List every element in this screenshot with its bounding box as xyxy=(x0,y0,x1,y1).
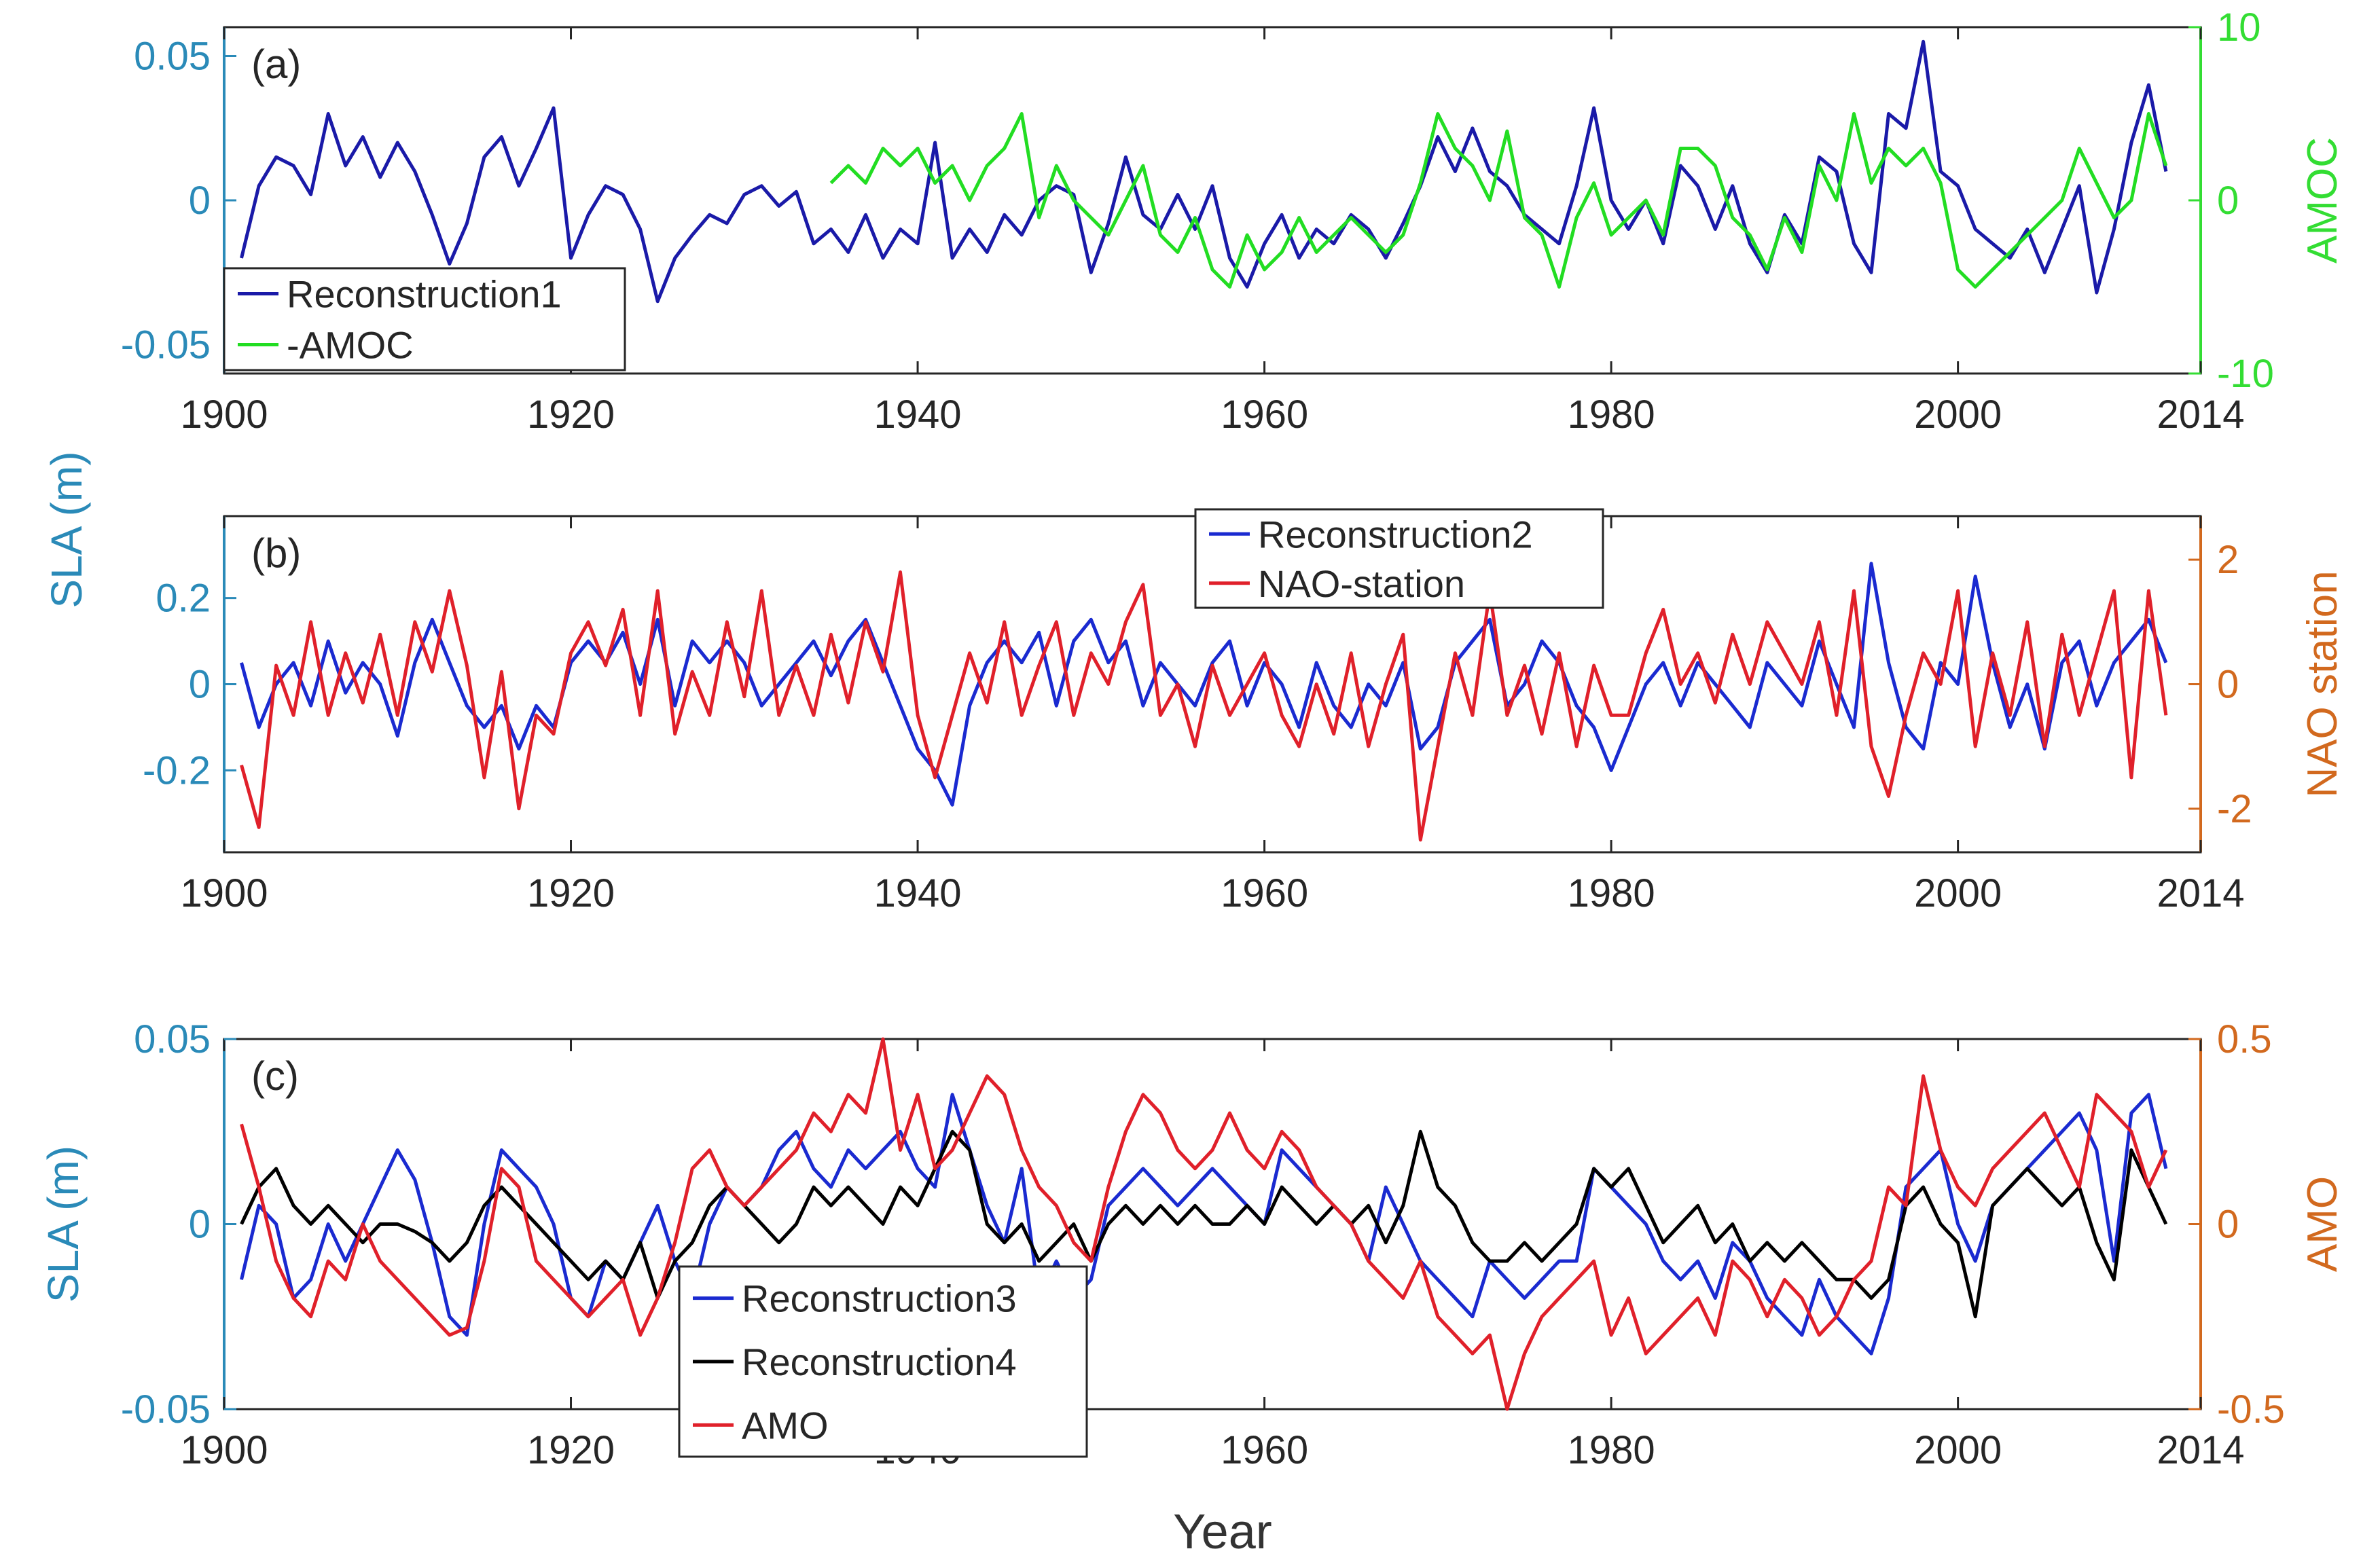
x-tick-label: 1980 xyxy=(1568,871,1655,915)
x-tick-label: 1960 xyxy=(1221,1428,1308,1472)
legend-box xyxy=(1194,508,1604,609)
legend-label: Reconstruction3 xyxy=(742,1277,1017,1320)
x-axis-label: Year xyxy=(1173,1505,1272,1559)
legend-label: Reconstruction1 xyxy=(287,273,562,316)
legend: Reconstruction1 -AMOC xyxy=(223,267,626,371)
y-right-axis-label: NAO station xyxy=(2299,570,2346,797)
x-tick-label: 1980 xyxy=(1568,1428,1655,1472)
x-tick-label: 1900 xyxy=(180,393,268,437)
legend: Reconstruction2 NAO-station xyxy=(1194,508,1604,609)
y-left-axis-label: SLA (m) xyxy=(39,1146,88,1303)
chart-panel-2: 1900 1920 1940 1960 1980 2000 2014 -0.2 0 0.2 -2 0 2… xyxy=(143,508,2346,915)
panel-label: (a) xyxy=(251,41,301,87)
x-tick-label: 1960 xyxy=(1221,871,1308,915)
chart-panel-1: 1900 1920 1940 1960 1980 2000 2014 -0.05 0 0.05 -1… xyxy=(121,5,2346,437)
legend-label: Reconstruction4 xyxy=(742,1341,1017,1383)
x-tick-label: 1900 xyxy=(180,1428,268,1472)
panel-label: (c) xyxy=(251,1053,299,1099)
x-tick-label: 1900 xyxy=(180,871,268,915)
x-tick-label: 2000 xyxy=(1914,1428,2002,1472)
y-left-tick-label: 0 xyxy=(189,1203,211,1247)
legend-label: -AMOC xyxy=(287,324,414,367)
shared-ylabel: SLA (m) xyxy=(42,451,91,608)
panels-layer: 1900 1920 1940 1960 1980 2000 2014-0.0500.05-1… xyxy=(39,5,2346,1472)
legend-label: AMO xyxy=(742,1404,829,1446)
y-left-tick-label: 0 xyxy=(189,179,211,223)
x-tick-label: 1940 xyxy=(874,393,962,437)
series-line-reconstruction1 xyxy=(240,39,2168,304)
y-right-tick-label: 0 xyxy=(2217,179,2239,223)
y-right-tick-label: -2 xyxy=(2217,787,2252,831)
panel-label: (b) xyxy=(251,530,301,576)
y-left-tick-label: -0.2 xyxy=(143,748,211,793)
x-tick-label: 1920 xyxy=(527,1428,615,1472)
x-tick-label: 1920 xyxy=(527,871,615,915)
series-line-amo xyxy=(240,1037,2168,1411)
series-line-reconstruction3 xyxy=(240,1093,2168,1355)
y-left-tick-label: -0.05 xyxy=(121,323,211,367)
x-tick-label: 1960 xyxy=(1221,393,1308,437)
y-left-tick-label: -0.05 xyxy=(121,1387,211,1432)
y-right-tick-label: 10 xyxy=(2217,5,2261,50)
x-tick-label: 1980 xyxy=(1568,393,1655,437)
y-right-axis-label: AMOC xyxy=(2299,137,2346,263)
y-right-tick-label: -10 xyxy=(2217,352,2274,396)
x-tick-label: 1920 xyxy=(527,393,615,437)
y-right-tick-label: -0.5 xyxy=(2217,1387,2285,1432)
series-line--amoc xyxy=(829,112,2168,289)
y-left-tick-label: 0 xyxy=(189,663,211,707)
y-right-tick-label: 2 xyxy=(2217,538,2239,582)
y-right-tick-label: 0.5 xyxy=(2217,1017,2272,1061)
x-tick-label: 2014 xyxy=(2157,1428,2244,1472)
legend-label: Reconstruction2 xyxy=(1258,513,1533,556)
legend: Reconstruction3 Reconstruction4 AMO xyxy=(678,1265,1088,1458)
series-line-nao-station xyxy=(240,570,2168,842)
x-tick-label: 2014 xyxy=(2157,393,2244,437)
y-left-tick-label: 0.05 xyxy=(134,1017,211,1061)
y-right-tick-label: 0 xyxy=(2217,1203,2239,1247)
y-left-tick-label: 0.2 xyxy=(156,577,211,621)
y-right-tick-label: 0 xyxy=(2217,663,2239,707)
x-tick-label: 2000 xyxy=(1914,871,2002,915)
x-tick-label: 2000 xyxy=(1914,393,2002,437)
legend-box xyxy=(678,1265,1088,1458)
legend-box xyxy=(223,267,626,371)
x-tick-label: 2014 xyxy=(2157,871,2244,915)
y-right-axis-label: AMO xyxy=(2299,1176,2346,1272)
legend-label: NAO-station xyxy=(1258,562,1465,605)
y-left-tick-label: 0.05 xyxy=(134,35,211,79)
series-line-reconstruction4 xyxy=(240,1129,2168,1319)
chart-panel-3: 1900192019401960198020002014-0.0500.05-0… xyxy=(39,1017,2346,1472)
x-tick-label: 1940 xyxy=(874,871,962,915)
